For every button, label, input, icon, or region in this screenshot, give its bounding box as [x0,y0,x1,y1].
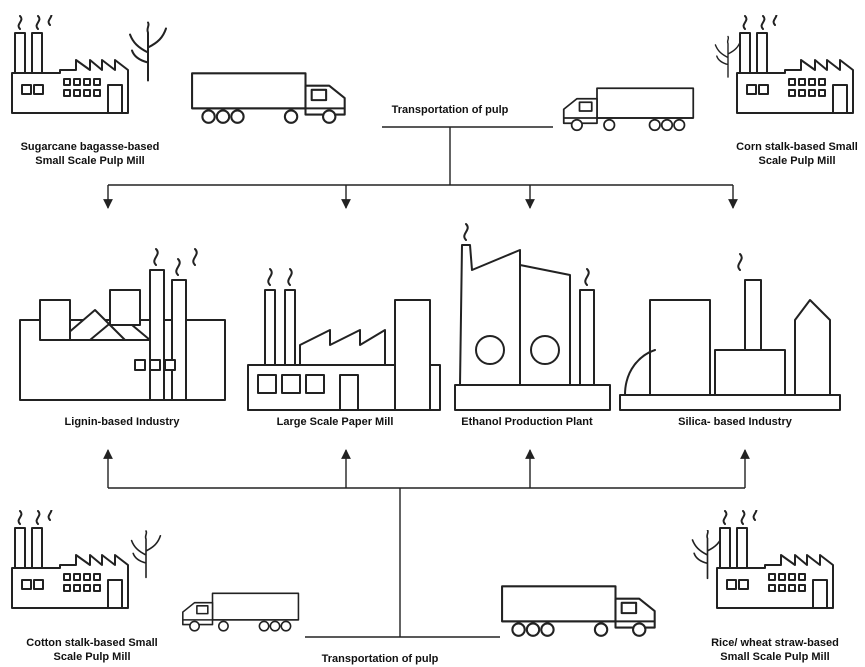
industry-label: Lignin-based Industry [65,416,181,428]
industry-label: Large Scale Paper Mill [277,416,394,428]
source-label: Small Scale Pulp Mill [35,155,144,167]
source-label: Scale Pulp Mill [53,651,130,663]
source-label: Sugarcane bagasse-based [21,141,160,153]
source-label: Small Scale Pulp Mill [720,651,829,663]
industry-label: Ethanol Production Plant [461,416,593,428]
diagram: Transportation of pulp Transportation of… [0,0,865,667]
source-label: Cotton stalk-based Small [26,637,157,649]
transport-label: Transportation of pulp [392,104,509,116]
source-label: Rice/ wheat straw-based [711,637,839,649]
industry-icons [20,224,840,410]
industry-label: Silica- based Industry [678,416,793,428]
transport-label: Transportation of pulp [322,653,439,665]
source-label: Scale Pulp Mill [758,155,835,167]
source-label: Corn stalk-based Small [736,141,858,153]
